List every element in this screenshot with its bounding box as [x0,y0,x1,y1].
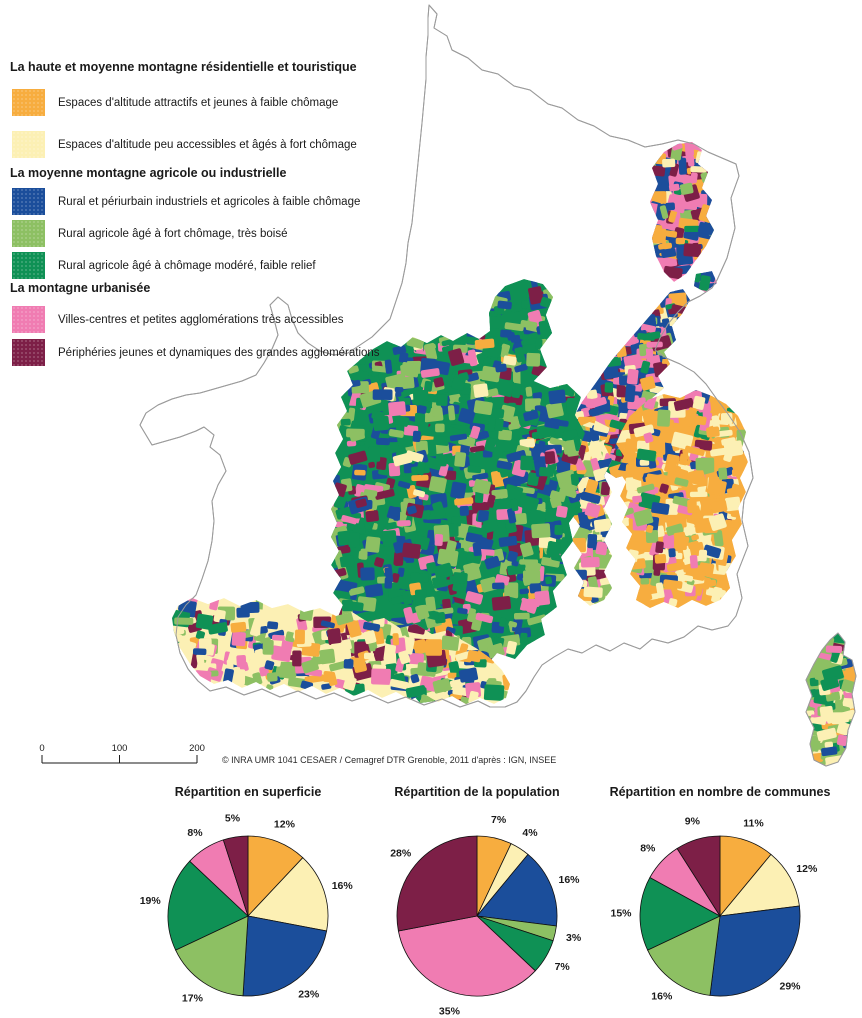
pie-slice [709,905,801,997]
pie-slice [222,835,249,917]
legend-swatch-pink [12,306,45,333]
pie-label: 4% [522,827,538,839]
pie-label: 19% [140,895,162,907]
pie-slice [396,835,478,932]
massif-region-vosges-south-spot [694,271,717,292]
pie-label: 35% [439,1006,461,1018]
legend-item: Espaces d'altitude attractifs et jeunes … [12,89,338,116]
legend-swatch-lightGreen [12,220,45,247]
legend-item: Rural agricole âgé à chômage modéré, fai… [12,252,316,279]
pie-title: Répartition de la population [394,785,559,799]
pie-label: 8% [640,843,656,855]
legend-group-title: La haute et moyenne montagne résidentiel… [10,60,357,74]
legend-group-title: La moyenne montagne agricole ou industri… [10,166,287,180]
pie-label: 16% [651,991,673,1003]
pie-label: 12% [796,863,818,875]
legend-swatch-maroon [12,339,45,366]
pie-label: 16% [332,880,354,892]
pie-title: Répartition en nombre de communes [610,785,831,799]
legend-item-label: Périphéries jeunes et dynamiques des gra… [58,346,380,359]
pie-slice [719,853,800,917]
pie-slice [242,915,328,997]
pie-label: 11% [743,817,764,829]
map-credit: © INRA UMR 1041 CESAER / Cemagref DTR Gr… [222,755,556,765]
pie-label: 7% [555,961,571,973]
pie-title: Répartition en superficie [175,785,322,799]
legend-item-label: Villes-centres et petites agglomérations… [58,313,344,326]
france-border-line [139,4,857,767]
massif-region-pyrenees [172,598,510,704]
pie-slice [247,857,329,932]
pie-slice [247,835,304,918]
pie-label: 17% [182,992,204,1004]
pie-label: 15% [610,907,632,919]
legend-item-label: Rural et périurbain industriels et agric… [58,195,361,208]
legend-item-label: Rural agricole âgé à fort chômage, très … [58,227,288,240]
pie-label: 9% [685,815,701,827]
pie-slice [639,876,721,951]
pie-label: 23% [298,989,320,1001]
legend-item-label: Rural agricole âgé à chômage modéré, fai… [58,259,316,272]
legend-item: Rural agricole âgé à fort chômage, très … [12,220,287,247]
pie-label: 5% [225,813,241,825]
legend-swatch-orange [12,89,45,116]
pie-chart-3: Répartition en nombre de communes 11% 12% 2… [610,785,831,1003]
legend-item: Périphéries jeunes et dynamiques des gra… [12,339,380,366]
pie-chart-1: Répartition en superficie 12% 16% 23% 17% 19%… [140,785,354,1004]
legend-group-title: La montagne urbanisée [10,281,151,295]
pie-label: 28% [390,847,412,859]
massif-region-vosges [650,142,714,282]
pie-slice [676,835,721,918]
massif-region-massif-central [331,279,587,703]
legend-item: Espaces d'altitude peu accessibles et âg… [12,131,357,158]
legend-item-label: Espaces d'altitude peu accessibles et âg… [58,138,357,151]
legend-swatch-blue [12,188,45,215]
pie-label: 12% [274,819,296,831]
scale-tick-label: 0 [39,743,44,754]
pie-label: 16% [558,874,580,886]
legend-item-label: Espaces d'altitude attractifs et jeunes … [58,96,339,109]
pie-slice [175,915,249,997]
scale-tick-label: 100 [112,743,128,754]
pie-slice [647,915,721,996]
pie-slice [397,915,536,997]
scale-bar: 0 100 200 [39,743,205,764]
pie-label: 7% [491,814,507,826]
pie-label: 29% [779,981,801,993]
pie-label: 3% [566,932,582,944]
pie-slice [167,860,249,951]
pie-label: 8% [187,827,203,839]
legend-swatch-paleYellow [12,131,45,158]
pie-slice [476,853,558,927]
legend-item: Villes-centres et petites agglomérations… [12,306,344,333]
legend-item: Rural et périurbain industriels et agric… [12,188,360,215]
scale-tick-label: 200 [189,743,205,754]
massif-region-alpes-sud-est [616,390,748,608]
legend-swatch-darkGreen [12,252,45,279]
pie-chart-2: Répartition de la population 7% 4% 16% 3% 7% 3… [390,785,582,1018]
